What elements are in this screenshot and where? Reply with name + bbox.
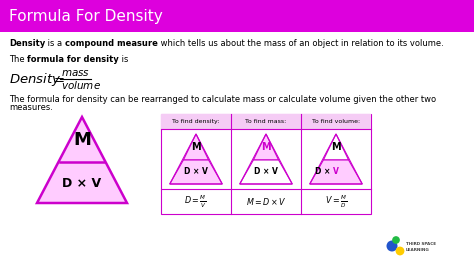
Text: M: M xyxy=(331,142,341,152)
Bar xyxy=(301,114,371,129)
Polygon shape xyxy=(183,134,209,160)
Text: $V = \frac{M}{D}$: $V = \frac{M}{D}$ xyxy=(325,193,347,210)
Text: LEARNING: LEARNING xyxy=(406,248,430,252)
Text: THIRD SPACE: THIRD SPACE xyxy=(406,242,436,246)
Text: compound measure: compound measure xyxy=(65,39,158,47)
Polygon shape xyxy=(323,134,348,160)
Polygon shape xyxy=(37,117,127,203)
Bar xyxy=(0,0,474,32)
Text: The formula for density can be rearranged to calculate mass or calculate volume : The formula for density can be rearrange… xyxy=(9,95,436,103)
Text: M: M xyxy=(73,131,91,149)
Text: measures.: measures. xyxy=(9,103,53,113)
Text: $M = D \times V$: $M = D \times V$ xyxy=(246,196,286,207)
Polygon shape xyxy=(254,134,279,160)
Text: which tells us about the mass of an object in relation to its volume.: which tells us about the mass of an obje… xyxy=(158,39,444,47)
Polygon shape xyxy=(170,160,222,184)
Circle shape xyxy=(392,236,400,244)
Text: $D = \frac{M}{V}$: $D = \frac{M}{V}$ xyxy=(184,193,208,210)
Text: formula for density: formula for density xyxy=(27,55,119,65)
Bar xyxy=(161,114,371,214)
Text: To find volume:: To find volume: xyxy=(312,119,360,124)
Text: Formula For Density: Formula For Density xyxy=(9,9,163,24)
Text: D × V: D × V xyxy=(254,168,278,177)
Circle shape xyxy=(386,240,398,251)
Circle shape xyxy=(396,247,404,255)
Text: $\mathit{mass}$: $\mathit{mass}$ xyxy=(61,69,90,79)
Text: D × V: D × V xyxy=(63,177,101,190)
Text: To find mass:: To find mass: xyxy=(246,119,287,124)
Text: $\mathit{volume}$: $\mathit{volume}$ xyxy=(61,79,101,91)
Text: $=$: $=$ xyxy=(51,73,65,85)
Text: M: M xyxy=(261,142,271,152)
Text: D × V: D × V xyxy=(184,168,208,177)
Text: $\mathit{Density}$: $\mathit{Density}$ xyxy=(9,70,62,87)
Bar xyxy=(161,114,231,129)
Text: V: V xyxy=(333,168,339,177)
Text: M: M xyxy=(191,142,201,152)
Text: is a: is a xyxy=(45,39,65,47)
Polygon shape xyxy=(240,160,292,184)
Text: is: is xyxy=(119,55,128,65)
Polygon shape xyxy=(310,160,362,184)
Text: To find density:: To find density: xyxy=(173,119,219,124)
Text: D ×: D × xyxy=(315,168,333,177)
Text: The: The xyxy=(9,55,27,65)
Text: Density: Density xyxy=(9,39,45,47)
Bar xyxy=(231,114,301,129)
